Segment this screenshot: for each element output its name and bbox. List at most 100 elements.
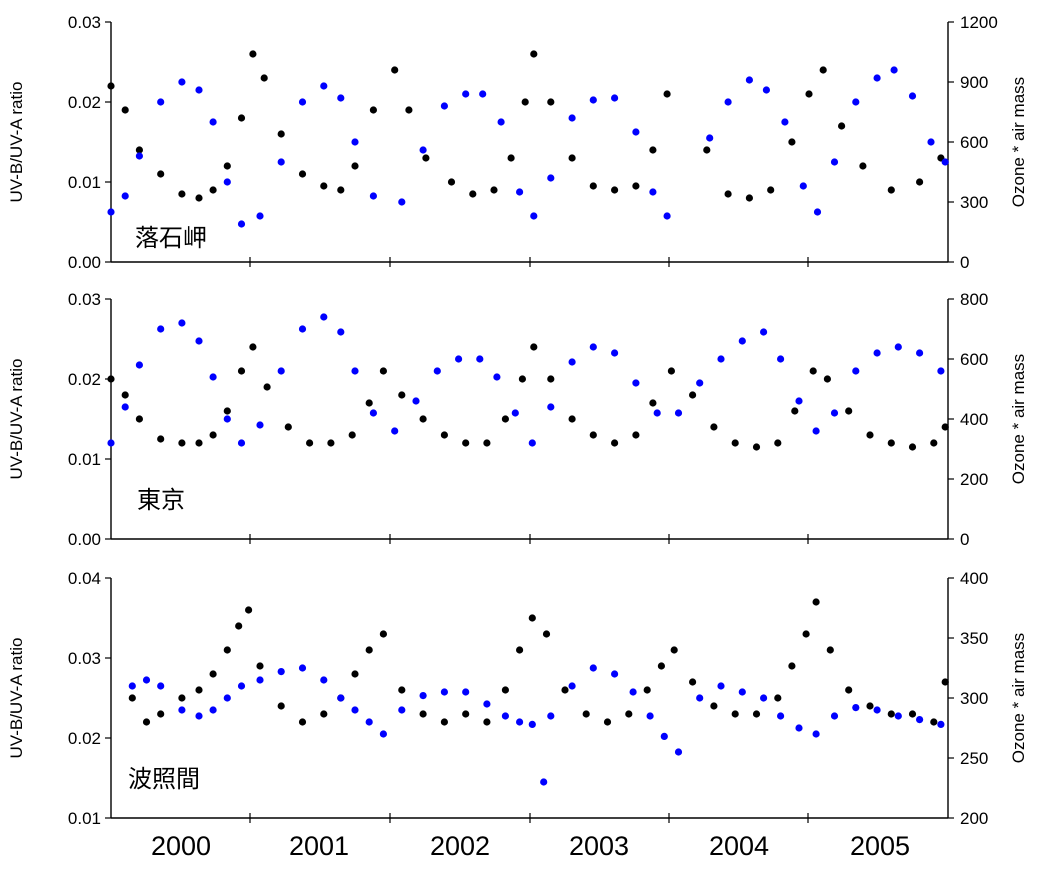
data-point [209,186,217,194]
left-tick-label: 0.02 [68,93,101,112]
data-point [320,313,328,321]
data-point [813,208,822,216]
right-axis-title: Ozone * air mass [1009,77,1028,207]
data-point [398,198,406,206]
data-point [223,178,231,186]
data-point [178,694,186,702]
data-point [745,194,754,202]
data-point [379,367,387,375]
data-point [419,415,427,423]
data-point [462,688,470,696]
data-point [908,443,917,451]
data-point [195,86,203,94]
data-point [724,98,732,106]
data-point [249,50,257,58]
data-point [157,682,165,690]
data-point [830,712,839,720]
data-point [462,90,470,98]
data-point [412,397,420,405]
data-point [440,718,448,726]
right-axis-title: Ozone * air mass [1009,354,1028,484]
data-point [327,439,335,447]
data-point [805,90,813,98]
data-point [795,397,803,405]
right-tick-label: 600 [960,133,988,152]
data-point [649,146,657,154]
data-point [696,379,704,387]
data-point [611,94,619,102]
data-point [927,138,935,146]
data-point [365,646,373,654]
data-point [365,399,373,407]
data-point [483,718,491,726]
data-point [530,212,538,220]
data-point [483,700,491,708]
data-point [777,355,785,363]
data-point [670,646,678,654]
data-point [379,630,387,638]
data-point [277,367,285,375]
data-point [760,694,768,702]
data-point [195,439,203,447]
data-point [433,367,441,375]
data-point [674,748,683,756]
data-point [873,74,881,82]
right-tick-label: 0 [960,530,969,549]
data-point [223,162,231,170]
data-point [320,676,328,684]
x-year-label: 2004 [709,831,769,861]
data-point [830,409,839,417]
data-point [440,102,448,110]
data-point [611,670,619,678]
left-tick-label: 0.03 [68,649,101,668]
data-point [107,82,115,90]
data-point [838,122,846,130]
left-tick-label: 0.03 [68,13,101,32]
data-point [476,355,484,363]
data-point [887,186,895,194]
data-point [894,343,902,351]
data-point [703,146,711,154]
data-point [760,328,768,336]
data-point [830,158,839,166]
data-point [398,706,406,714]
data-point [337,186,345,194]
data-point [528,439,536,447]
data-point [774,439,782,447]
x-year-label: 2000 [151,831,211,861]
data-point [582,710,590,718]
data-point [568,114,576,122]
data-point [351,670,359,678]
data-point [611,349,619,357]
data-point [710,702,718,710]
data-point [490,186,498,194]
data-point [277,130,285,138]
left-axis-title: UV-B/UV-A ratio [7,638,26,759]
data-point [516,718,524,726]
right-tick-label: 0 [960,253,969,272]
station-label: 東京 [137,487,185,514]
data-point [462,439,470,447]
data-point [419,692,427,700]
data-point [589,431,597,439]
data-point [646,712,654,720]
data-point [237,220,246,228]
data-point [795,724,803,732]
data-point [501,686,509,694]
data-point [890,66,898,74]
data-point [516,188,524,196]
data-point [157,170,165,178]
data-point [351,706,359,714]
data-point [121,403,129,411]
data-point [351,162,359,170]
left-tick-label: 0.03 [68,290,101,309]
data-point [649,188,657,196]
data-point [689,391,697,399]
data-point [142,676,151,684]
data-point [738,337,746,345]
data-point [178,439,186,447]
data-point [195,712,203,720]
data-point [223,407,231,415]
data-point [237,439,246,447]
data-point [507,154,515,162]
